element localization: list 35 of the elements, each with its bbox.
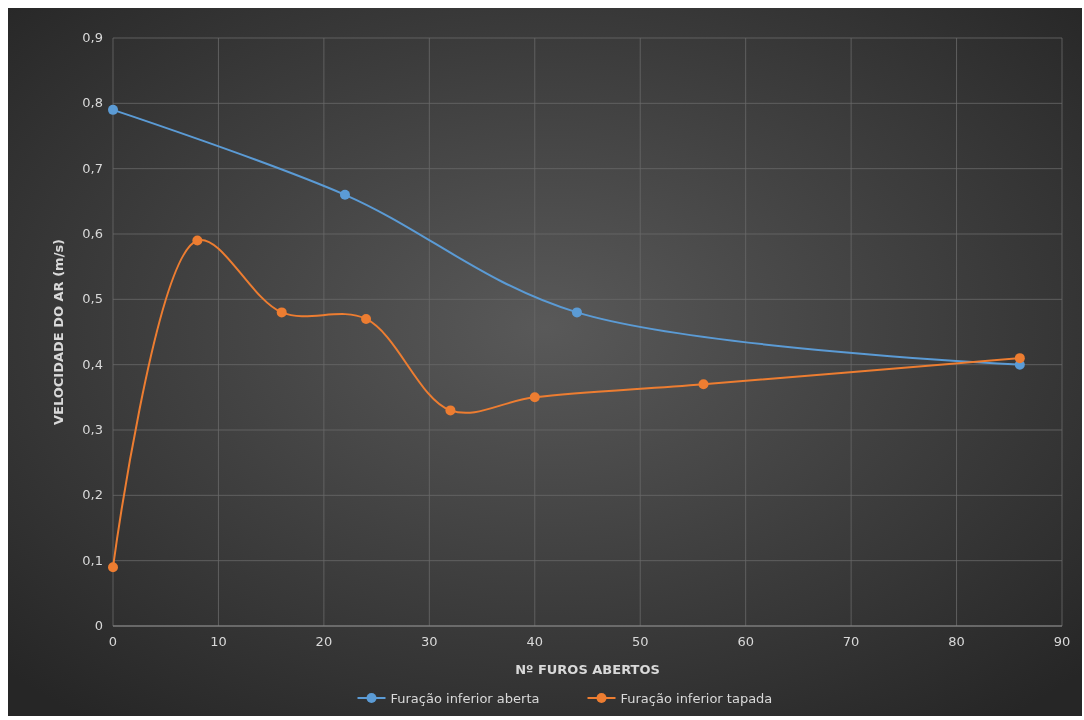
legend-label: Furação inferior aberta — [390, 690, 540, 706]
point — [108, 562, 118, 573]
y-tick-label: 0,7 — [82, 160, 103, 176]
x-tick-label: 60 — [737, 634, 754, 649]
y-axis-title: VELOCIDADE DO AR (m/s) — [51, 238, 66, 426]
x-tick-label: 70 — [842, 634, 860, 649]
point — [571, 307, 582, 318]
point — [276, 307, 287, 318]
point — [361, 313, 372, 324]
y-tick-label: 0,1 — [82, 552, 103, 568]
x-tick-label: 40 — [526, 634, 544, 649]
point — [445, 405, 456, 416]
point — [698, 379, 709, 390]
y-tick-label: 0,8 — [82, 95, 103, 111]
x-tick-label: 30 — [421, 634, 438, 649]
x-tick-label: 10 — [210, 634, 227, 649]
x-tick-label: 50 — [631, 634, 649, 649]
point — [339, 189, 350, 200]
y-tick-label: 0,2 — [82, 487, 103, 503]
point — [192, 235, 203, 246]
x-tick-label: 90 — [1053, 634, 1071, 649]
point — [529, 392, 540, 403]
legend-label: Furação inferior tapada — [620, 690, 773, 706]
x-tick-label: 20 — [315, 634, 333, 649]
y-tick-label: 0,3 — [82, 422, 103, 437]
y-tick-label: 0 — [94, 618, 103, 633]
x-tick-label: 80 — [948, 634, 965, 649]
y-tick-label: 0,9 — [82, 30, 103, 45]
x-axis-title: Nº FUROS ABERTOS — [515, 662, 660, 677]
point — [1014, 353, 1025, 364]
point — [108, 104, 118, 115]
y-tick-label: 0,6 — [82, 226, 103, 241]
x-tick-label: 0 — [108, 634, 118, 649]
y-tick-label: 0,5 — [82, 291, 103, 307]
y-tick-label: 0,4 — [82, 356, 103, 372]
